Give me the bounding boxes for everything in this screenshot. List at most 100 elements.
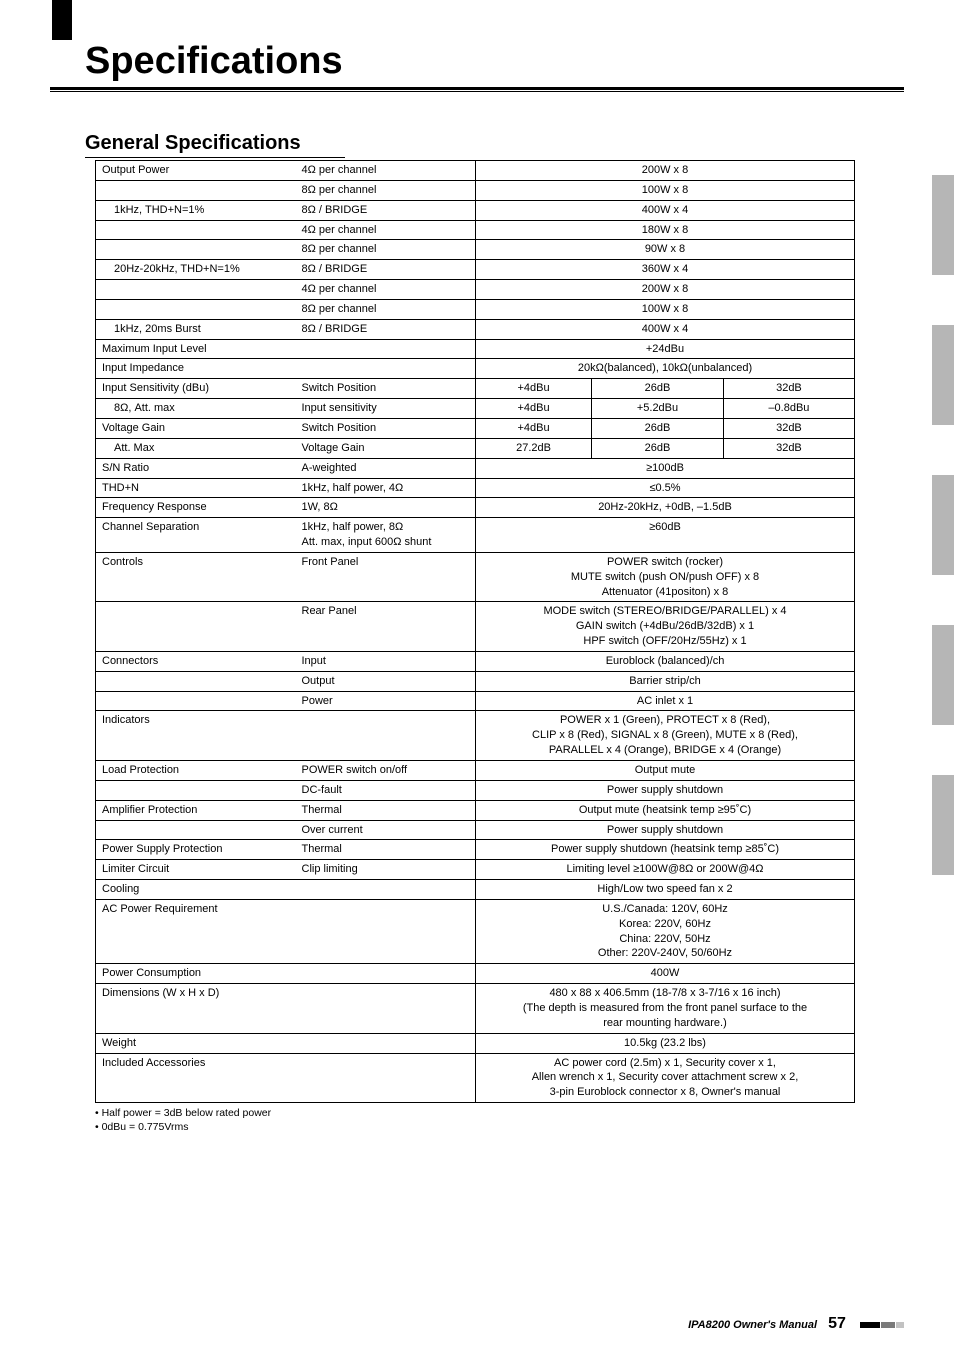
cell: Over current <box>296 820 476 840</box>
cell: Channel Separation <box>96 518 296 553</box>
cell: 8Ω per channel <box>296 299 476 319</box>
cell: 26dB <box>592 438 724 458</box>
cell: 32dB <box>723 379 854 399</box>
side-tab <box>932 625 954 725</box>
title-rule-thin <box>50 91 904 92</box>
cell: 200W x 8 <box>476 280 855 300</box>
cell: Limiting level ≥100W@8Ω or 200W@4Ω <box>476 860 855 880</box>
table-row: 8Ω per channel100W x 8 <box>96 299 855 319</box>
cell: Rear Panel <box>296 602 476 652</box>
cell: POWER x 1 (Green), PROTECT x 8 (Red), CL… <box>476 711 855 761</box>
cell: 90W x 8 <box>476 240 855 260</box>
table-row: IndicatorsPOWER x 1 (Green), PROTECT x 8… <box>96 711 855 761</box>
footnotes: • Half power = 3dB below rated power • 0… <box>95 1107 904 1134</box>
table-row: PowerAC inlet x 1 <box>96 691 855 711</box>
cell: Input sensitivity <box>296 399 476 419</box>
cell: AC inlet x 1 <box>476 691 855 711</box>
cell: 100W x 8 <box>476 299 855 319</box>
cell: 20Hz-20kHz, +0dB, –1.5dB <box>476 498 855 518</box>
cell: U.S./Canada: 120V, 60Hz Korea: 220V, 60H… <box>476 899 855 963</box>
cell: POWER switch on/off <box>296 761 476 781</box>
cell <box>96 220 296 240</box>
cell: Output <box>296 671 476 691</box>
cell: –0.8dBu <box>723 399 854 419</box>
cell: 400W <box>476 964 855 984</box>
cell: AC power cord (2.5m) x 1, Security cover… <box>476 1053 855 1103</box>
cell <box>96 299 296 319</box>
cell: 1kHz, half power, 8Ω Att. max, input 600… <box>296 518 476 553</box>
cell <box>96 280 296 300</box>
cell: Connectors <box>96 651 296 671</box>
cell: ≤0.5% <box>476 478 855 498</box>
cell: Output Power <box>96 161 296 181</box>
spec-table: Output Power4Ω per channel200W x 8 8Ω pe… <box>95 160 855 1103</box>
table-row: Voltage GainSwitch Position+4dBu26dB32dB <box>96 418 855 438</box>
cell: Limiter Circuit <box>96 860 296 880</box>
cell: Included Accessories <box>96 1053 296 1103</box>
cell: +4dBu <box>476 418 592 438</box>
table-row: Load ProtectionPOWER switch on/offOutput… <box>96 761 855 781</box>
table-row: 8Ω per channel90W x 8 <box>96 240 855 260</box>
cell: MODE switch (STEREO/BRIDGE/PARALLEL) x 4… <box>476 602 855 652</box>
cell: 8Ω / BRIDGE <box>296 319 476 339</box>
cell <box>296 1053 476 1103</box>
cell: 400W x 4 <box>476 200 855 220</box>
table-row: Input Sensitivity (dBu)Switch Position+4… <box>96 379 855 399</box>
cell: 4Ω per channel <box>296 280 476 300</box>
cell <box>96 780 296 800</box>
cell <box>296 359 476 379</box>
cell: Input Sensitivity (dBu) <box>96 379 296 399</box>
cell: 8Ω / BRIDGE <box>296 260 476 280</box>
side-tab <box>932 325 954 425</box>
cell: Thermal <box>296 800 476 820</box>
cell <box>296 339 476 359</box>
table-row: Input Impedance20kΩ(balanced), 10kΩ(unba… <box>96 359 855 379</box>
cell <box>296 880 476 900</box>
table-row: Over currentPower supply shutdown <box>96 820 855 840</box>
footer-bars-icon <box>859 1319 904 1331</box>
cell: 32dB <box>723 438 854 458</box>
cell: 20Hz-20kHz, THD+N=1% <box>96 260 296 280</box>
cell: 1kHz, THD+N=1% <box>96 200 296 220</box>
cell: Output mute (heatsink temp ≥95˚C) <box>476 800 855 820</box>
cell: Barrier strip/ch <box>476 671 855 691</box>
cell <box>296 984 476 1034</box>
table-row: Rear PanelMODE switch (STEREO/BRIDGE/PAR… <box>96 602 855 652</box>
table-row: AC Power RequirementU.S./Canada: 120V, 6… <box>96 899 855 963</box>
cell: 1W, 8Ω <box>296 498 476 518</box>
cell: +4dBu <box>476 379 592 399</box>
cell: Switch Position <box>296 379 476 399</box>
section-underline <box>85 157 345 158</box>
page: Specifications General Specifications Ou… <box>0 0 954 1351</box>
table-row: 1kHz, 20ms Burst8Ω / BRIDGE400W x 4 <box>96 319 855 339</box>
page-footer: IPA8200 Owner's Manual 57 <box>688 1315 904 1333</box>
cell: Thermal <box>296 840 476 860</box>
cell: Switch Position <box>296 418 476 438</box>
cell: 360W x 4 <box>476 260 855 280</box>
cell: Power Consumption <box>96 964 296 984</box>
cell: Euroblock (balanced)/ch <box>476 651 855 671</box>
table-row: Frequency Response1W, 8Ω20Hz-20kHz, +0dB… <box>96 498 855 518</box>
cell: 4Ω per channel <box>296 161 476 181</box>
table-row: Power Consumption 400W <box>96 964 855 984</box>
cell: Weight <box>96 1033 296 1053</box>
cell: Voltage Gain <box>96 418 296 438</box>
cell: Voltage Gain <box>296 438 476 458</box>
table-row: 8Ω per channel100W x 8 <box>96 180 855 200</box>
cell: 100W x 8 <box>476 180 855 200</box>
table-row: Maximum Input Level+24dBu <box>96 339 855 359</box>
footnote-2: • 0dBu = 0.775Vrms <box>95 1121 904 1135</box>
cell <box>96 602 296 652</box>
table-row: 8Ω, Att. maxInput sensitivity+4dBu+5.2dB… <box>96 399 855 419</box>
table-row: Included Accessories AC power cord (2.5m)… <box>96 1053 855 1103</box>
table-row: ControlsFront PanelPOWER switch (rocker)… <box>96 552 855 602</box>
footer-manual: IPA8200 Owner's Manual <box>688 1319 817 1331</box>
table-row: Dimensions (W x H x D)480 x 88 x 406.5mm… <box>96 984 855 1034</box>
cell: POWER switch (rocker) MUTE switch (push … <box>476 552 855 602</box>
title-rule-thick <box>50 87 904 90</box>
cell <box>96 820 296 840</box>
cell: THD+N <box>96 478 296 498</box>
table-row: 1kHz, THD+N=1%8Ω / BRIDGE400W x 4 <box>96 200 855 220</box>
table-row: Amplifier ProtectionThermalOutput mute (… <box>96 800 855 820</box>
cell: Att. Max <box>96 438 296 458</box>
